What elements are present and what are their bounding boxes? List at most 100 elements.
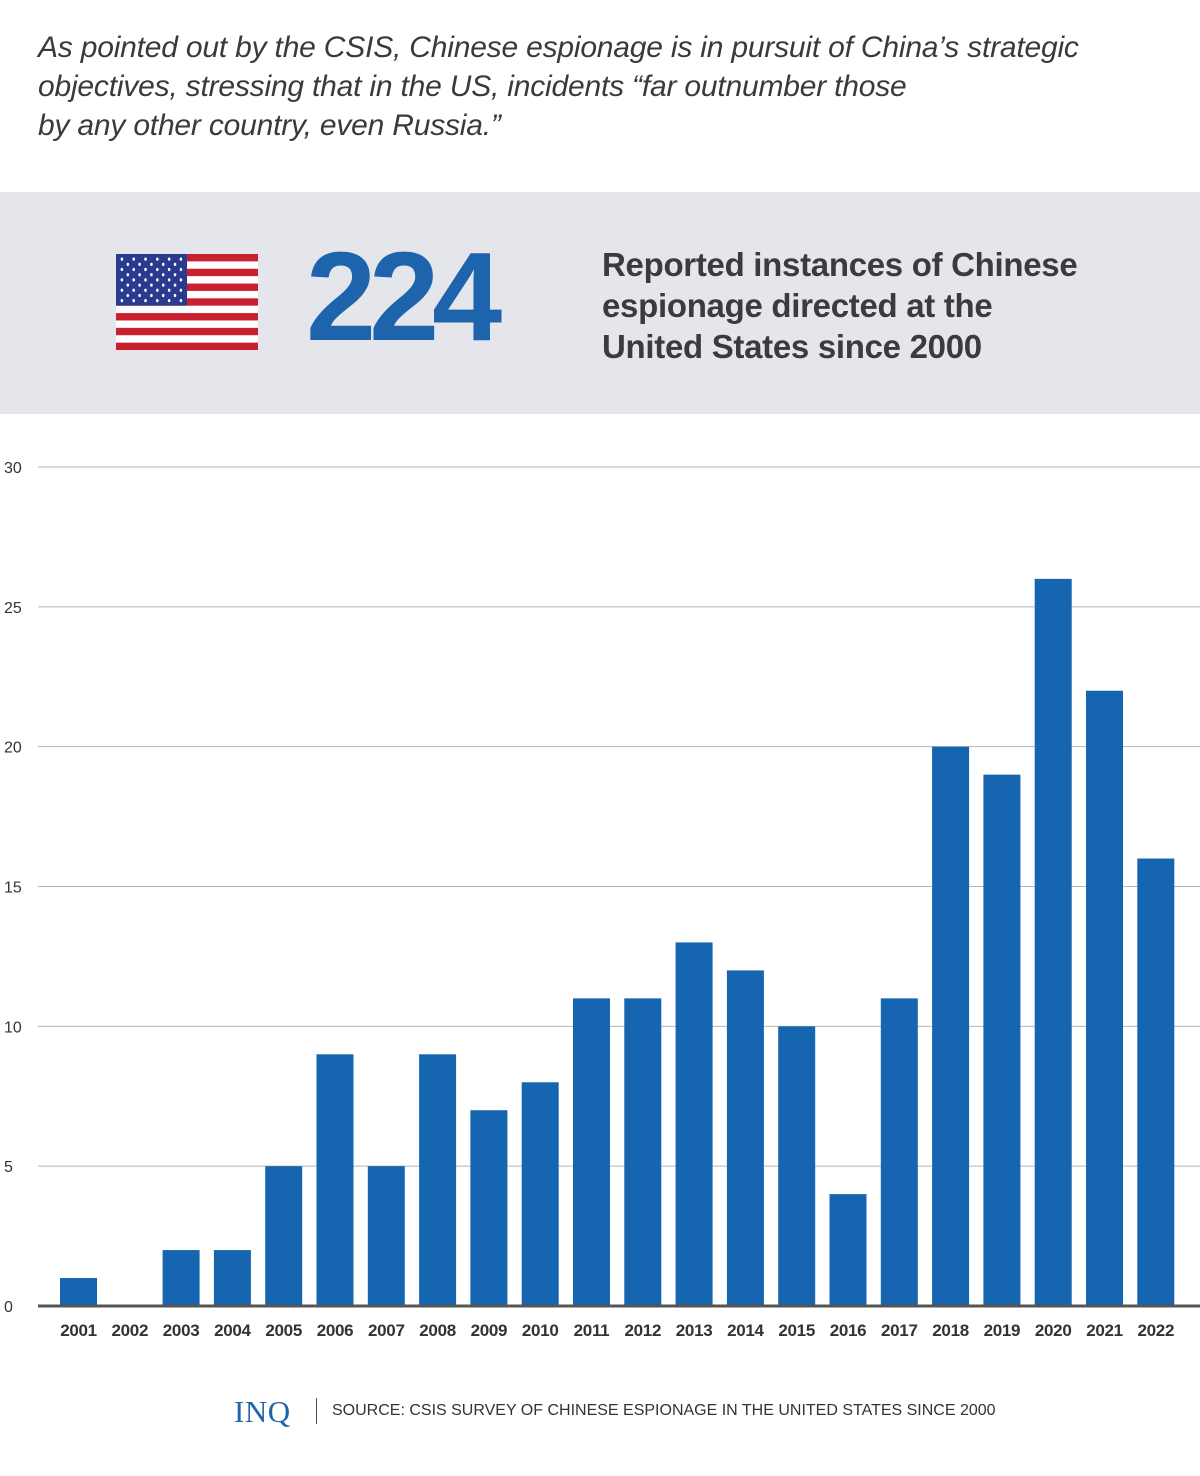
flag-star [179, 288, 183, 292]
x-tick-label: 2003 [163, 1321, 200, 1340]
flag-star [173, 273, 177, 277]
flag-star [120, 267, 124, 272]
x-tick-label: 2020 [1035, 1321, 1072, 1340]
x-tick-label: 2009 [471, 1321, 508, 1340]
bar [1137, 858, 1175, 1306]
bar [162, 1250, 200, 1306]
x-tick-label: 2021 [1086, 1321, 1123, 1340]
flag-star [126, 293, 130, 298]
x-tick-label: 2007 [368, 1321, 405, 1340]
x-tick-label: 2001 [60, 1321, 97, 1340]
flag-star [167, 267, 171, 272]
flag-star [156, 257, 159, 261]
flag-star [179, 257, 183, 261]
intro-line: As pointed out by the CSIS, Chinese espi… [38, 31, 1079, 64]
x-tick-label: 2006 [317, 1321, 354, 1340]
stat-caption-line: Reported instances of Chinese [602, 246, 1078, 283]
flag-star [167, 257, 171, 261]
flag-star [126, 262, 130, 266]
flag-star [132, 257, 135, 261]
bar [726, 970, 764, 1306]
x-tick-label: 2017 [881, 1321, 918, 1340]
footer-divider [316, 1398, 317, 1424]
flag-star [179, 267, 183, 272]
bar [1086, 690, 1123, 1306]
flag-star [179, 299, 183, 303]
bar [880, 998, 918, 1306]
inq-logo: INQ [234, 1394, 291, 1429]
flag-star [132, 278, 135, 282]
flag-star [173, 283, 177, 287]
bar [624, 998, 662, 1306]
flag-star [156, 288, 159, 292]
bar [675, 942, 713, 1306]
flag-star [167, 278, 171, 282]
flag-star [132, 267, 135, 272]
flag-star [179, 278, 183, 282]
flag-star [144, 288, 147, 292]
bar [213, 1250, 251, 1306]
flag-star [150, 283, 153, 287]
us-flag-icon [116, 254, 258, 350]
flag-star [161, 293, 165, 298]
y-tick-label: 5 [4, 1159, 13, 1176]
stat-value: 224 [306, 226, 502, 367]
flag-star [144, 257, 147, 261]
flag-star [120, 278, 124, 282]
flag-star [132, 288, 135, 292]
stat-caption: Reported instances of Chinese espionage … [602, 244, 1162, 367]
flag-star [167, 299, 171, 303]
intro-paragraph: As pointed out by the CSIS, Chinese espi… [38, 28, 1178, 145]
x-tick-label: 2015 [778, 1321, 815, 1340]
bar [983, 774, 1021, 1306]
flag-star [126, 273, 130, 277]
bar [1034, 578, 1072, 1306]
y-tick-label: 30 [4, 460, 22, 477]
bar [316, 1054, 354, 1306]
y-tick-label: 10 [4, 1019, 22, 1036]
x-tick-label: 2004 [214, 1321, 251, 1340]
flag-star [161, 262, 165, 266]
flag-star [173, 262, 177, 266]
source-note: SOURCE: CSIS SURVEY OF CHINESE ESPIONAGE… [332, 1402, 996, 1419]
flag-star [120, 288, 124, 292]
bar [778, 1026, 816, 1306]
flag-star [138, 283, 141, 287]
bar [419, 1054, 457, 1306]
flag-star [150, 262, 153, 266]
flag-star [150, 293, 153, 298]
stat-panel: 224 Reported instances of Chinese espion… [0, 192, 1200, 414]
x-tick-label: 2002 [111, 1321, 148, 1340]
x-tick-label: 2018 [932, 1321, 969, 1340]
x-tick-label: 2005 [265, 1321, 302, 1340]
bar [60, 1278, 97, 1306]
x-tick-label: 2019 [984, 1321, 1021, 1340]
bar [932, 746, 970, 1306]
stat-caption-line: United States since 2000 [602, 328, 982, 365]
x-tick-label: 2016 [830, 1321, 867, 1340]
flag-star [126, 283, 130, 287]
flag-star [120, 257, 124, 261]
x-tick-label: 2013 [676, 1321, 713, 1340]
x-tick-label: 2008 [419, 1321, 456, 1340]
espionage-bar-chart: 0 5 10 15 20 25 30 2001 2002 2003 2004 2005 2006 2007… [4, 460, 1200, 1340]
flag-star [156, 299, 159, 303]
x-tick-label: 2010 [522, 1321, 559, 1340]
flag-star [144, 278, 147, 282]
intro-line: objectives, stressing that in the US, in… [38, 70, 907, 103]
flag-star [156, 267, 159, 272]
bar [470, 1110, 508, 1306]
x-tick-label: 2022 [1137, 1321, 1174, 1340]
flag-star [138, 262, 141, 266]
bar [521, 1082, 559, 1306]
x-tick-label: 2014 [727, 1321, 764, 1340]
flag-star [150, 273, 153, 277]
flag-star [138, 273, 141, 277]
bar [829, 1194, 867, 1306]
x-tick-label: 2011 [574, 1321, 610, 1340]
bar [265, 1166, 303, 1306]
flag-star [173, 293, 177, 298]
y-tick-label: 20 [4, 740, 22, 757]
flag-star [138, 293, 141, 298]
stat-caption-line: espionage directed at the [602, 287, 993, 324]
